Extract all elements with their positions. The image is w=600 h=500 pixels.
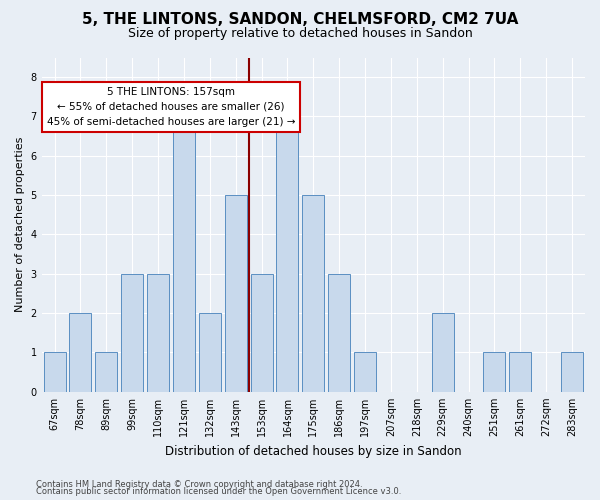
- Bar: [328, 274, 350, 392]
- Text: 5, THE LINTONS, SANDON, CHELMSFORD, CM2 7UA: 5, THE LINTONS, SANDON, CHELMSFORD, CM2 …: [82, 12, 518, 28]
- Bar: [484, 352, 505, 392]
- Bar: [432, 313, 454, 392]
- Bar: [251, 274, 272, 392]
- Text: Contains HM Land Registry data © Crown copyright and database right 2024.: Contains HM Land Registry data © Crown c…: [36, 480, 362, 489]
- Text: Contains public sector information licensed under the Open Government Licence v3: Contains public sector information licen…: [36, 488, 401, 496]
- Text: 5 THE LINTONS: 157sqm
← 55% of detached houses are smaller (26)
45% of semi-deta: 5 THE LINTONS: 157sqm ← 55% of detached …: [47, 87, 295, 126]
- Bar: [561, 352, 583, 392]
- X-axis label: Distribution of detached houses by size in Sandon: Distribution of detached houses by size …: [165, 444, 461, 458]
- Bar: [277, 116, 298, 392]
- Bar: [225, 195, 247, 392]
- Bar: [121, 274, 143, 392]
- Bar: [354, 352, 376, 392]
- Bar: [70, 313, 91, 392]
- Bar: [44, 352, 65, 392]
- Bar: [147, 274, 169, 392]
- Text: Size of property relative to detached houses in Sandon: Size of property relative to detached ho…: [128, 28, 472, 40]
- Bar: [95, 352, 118, 392]
- Bar: [173, 116, 195, 392]
- Y-axis label: Number of detached properties: Number of detached properties: [15, 137, 25, 312]
- Bar: [199, 313, 221, 392]
- Bar: [509, 352, 532, 392]
- Bar: [302, 195, 325, 392]
